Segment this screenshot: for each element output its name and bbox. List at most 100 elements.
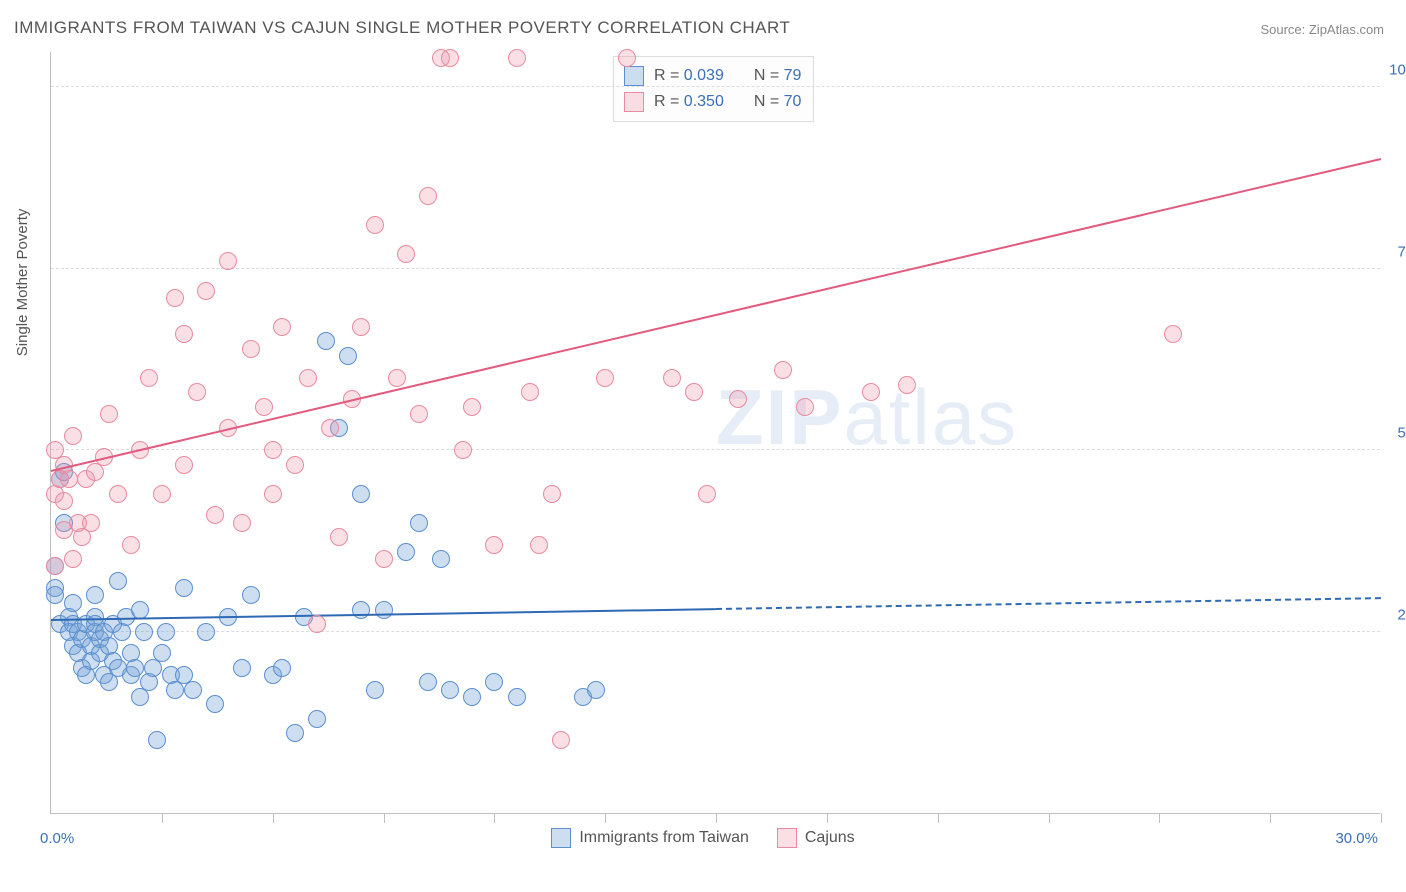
data-point-cajuns: [454, 441, 472, 459]
data-point-cajuns: [685, 383, 703, 401]
data-point-taiwan: [375, 601, 393, 619]
x-tick: [605, 813, 606, 823]
data-point-cajuns: [596, 369, 614, 387]
data-point-cajuns: [175, 325, 193, 343]
data-point-taiwan: [485, 673, 503, 691]
data-point-cajuns: [153, 485, 171, 503]
data-point-taiwan: [242, 586, 260, 604]
x-tick: [938, 813, 939, 823]
data-point-cajuns: [375, 550, 393, 568]
data-point-taiwan: [441, 681, 459, 699]
data-point-cajuns: [100, 405, 118, 423]
data-point-taiwan: [64, 594, 82, 612]
data-point-cajuns: [463, 398, 481, 416]
data-point-cajuns: [508, 49, 526, 67]
data-point-cajuns: [255, 398, 273, 416]
gridline: [51, 268, 1380, 269]
stats-n-label: N = 79: [754, 63, 802, 89]
data-point-taiwan: [366, 681, 384, 699]
data-point-cajuns: [60, 470, 78, 488]
gridline: [51, 86, 1380, 87]
data-point-taiwan: [352, 601, 370, 619]
data-point-cajuns: [543, 485, 561, 503]
data-point-cajuns: [521, 383, 539, 401]
x-tick: [1049, 813, 1050, 823]
data-point-cajuns: [197, 282, 215, 300]
watermark-zip: ZIP: [716, 373, 843, 461]
correlation-stats-box: R = 0.039 N = 79 R = 0.350 N = 70: [613, 56, 814, 122]
stats-r-label: R = 0.039: [654, 63, 724, 89]
legend-swatch-taiwan: [624, 66, 644, 86]
data-point-taiwan: [432, 550, 450, 568]
data-point-taiwan: [135, 623, 153, 641]
data-point-cajuns: [729, 390, 747, 408]
data-point-taiwan: [397, 543, 415, 561]
x-tick: [1381, 813, 1382, 823]
data-point-cajuns: [796, 398, 814, 416]
data-point-taiwan: [153, 644, 171, 662]
data-point-taiwan: [286, 724, 304, 742]
data-point-cajuns: [64, 550, 82, 568]
data-point-cajuns: [264, 485, 282, 503]
data-point-taiwan: [46, 586, 64, 604]
data-point-cajuns: [388, 369, 406, 387]
data-point-taiwan: [410, 514, 428, 532]
data-point-cajuns: [397, 245, 415, 263]
data-point-taiwan: [419, 673, 437, 691]
data-point-cajuns: [166, 289, 184, 307]
data-point-cajuns: [485, 536, 503, 554]
data-point-cajuns: [698, 485, 716, 503]
data-point-cajuns: [64, 427, 82, 445]
data-point-cajuns: [898, 376, 916, 394]
data-point-cajuns: [286, 456, 304, 474]
data-point-cajuns: [441, 49, 459, 67]
data-point-cajuns: [352, 318, 370, 336]
y-tick-label: 25.0%: [1397, 606, 1406, 623]
data-point-cajuns: [140, 369, 158, 387]
data-point-taiwan: [339, 347, 357, 365]
data-point-cajuns: [82, 514, 100, 532]
x-tick: [162, 813, 163, 823]
bottom-legend: Immigrants from TaiwanCajuns: [0, 828, 1406, 848]
trend-line-cajuns: [51, 158, 1381, 472]
stats-row-cajuns: R = 0.350 N = 70: [624, 89, 801, 115]
data-point-taiwan: [126, 659, 144, 677]
y-axis-title: Single Mother Poverty: [14, 209, 31, 357]
x-tick: [384, 813, 385, 823]
x-tick: [1270, 813, 1271, 823]
y-tick-label: 75.0%: [1397, 243, 1406, 260]
data-point-cajuns: [122, 536, 140, 554]
legend-swatch-cajuns: [624, 92, 644, 112]
legend-label: Cajuns: [805, 829, 855, 847]
data-point-taiwan: [508, 688, 526, 706]
data-point-taiwan: [308, 710, 326, 728]
data-point-cajuns: [175, 456, 193, 474]
x-tick: [494, 813, 495, 823]
data-point-cajuns: [618, 49, 636, 67]
data-point-taiwan: [206, 695, 224, 713]
chart-title: IMMIGRANTS FROM TAIWAN VS CAJUN SINGLE M…: [14, 18, 790, 38]
data-point-taiwan: [184, 681, 202, 699]
x-tick: [1159, 813, 1160, 823]
stats-r-label: R = 0.350: [654, 89, 724, 115]
data-point-taiwan: [233, 659, 251, 677]
data-point-cajuns: [308, 615, 326, 633]
y-tick-label: 50.0%: [1397, 425, 1406, 442]
source-label: Source: ZipAtlas.com: [1260, 22, 1384, 37]
data-point-cajuns: [46, 557, 64, 575]
data-point-cajuns: [299, 369, 317, 387]
data-point-cajuns: [321, 419, 339, 437]
stats-n-label: N = 70: [754, 89, 802, 115]
gridline: [51, 631, 1380, 632]
data-point-cajuns: [109, 485, 127, 503]
x-tick: [827, 813, 828, 823]
data-point-cajuns: [273, 318, 291, 336]
data-point-cajuns: [188, 383, 206, 401]
data-point-taiwan: [273, 659, 291, 677]
data-point-cajuns: [774, 361, 792, 379]
data-point-cajuns: [242, 340, 260, 358]
stats-row-taiwan: R = 0.039 N = 79: [624, 63, 801, 89]
data-point-cajuns: [330, 528, 348, 546]
legend-item-cajuns: Cajuns: [777, 828, 855, 848]
data-point-taiwan: [587, 681, 605, 699]
